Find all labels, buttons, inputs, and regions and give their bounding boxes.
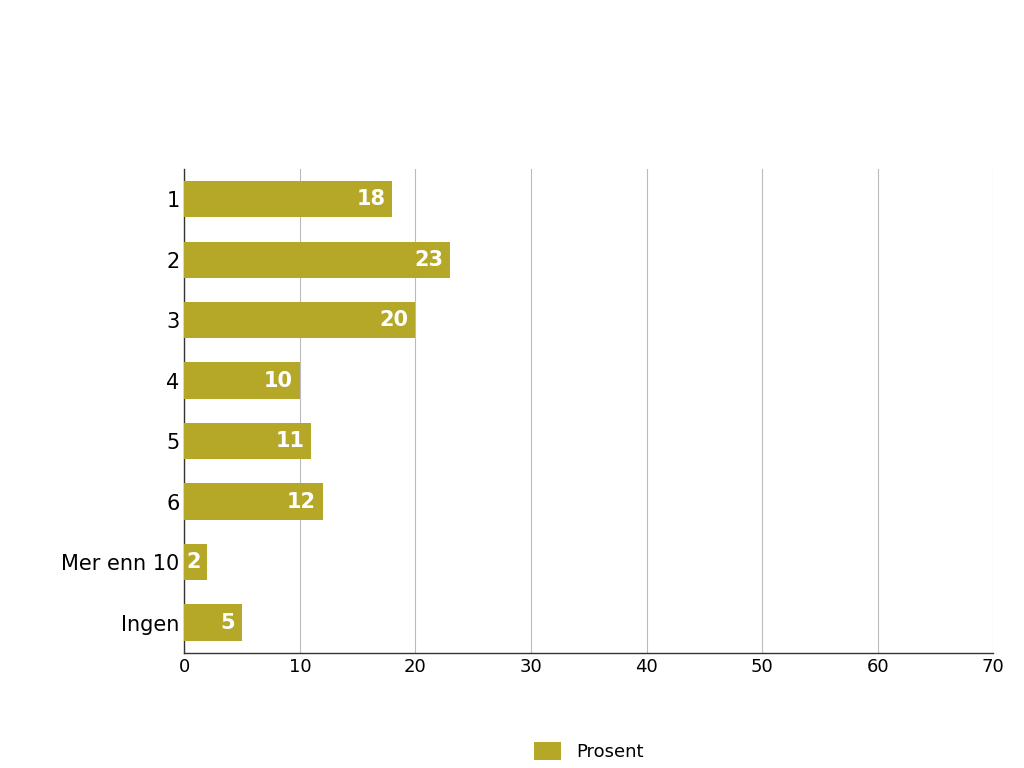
Bar: [184, 544, 208, 581]
Text: 10: 10: [264, 371, 293, 391]
Text: 23: 23: [414, 250, 443, 270]
Text: 12: 12: [287, 492, 316, 511]
Bar: [184, 181, 392, 217]
Text: 11: 11: [275, 431, 304, 451]
Bar: [184, 302, 416, 339]
Legend: Prosent: Prosent: [527, 734, 650, 768]
Bar: [184, 423, 311, 459]
Bar: [184, 484, 323, 520]
Text: 18: 18: [356, 189, 385, 209]
Bar: [184, 242, 451, 278]
Bar: [184, 604, 242, 641]
Text: 2: 2: [186, 552, 201, 572]
Text: 20: 20: [380, 310, 409, 330]
Bar: [184, 362, 300, 399]
Text: 5: 5: [220, 613, 236, 633]
